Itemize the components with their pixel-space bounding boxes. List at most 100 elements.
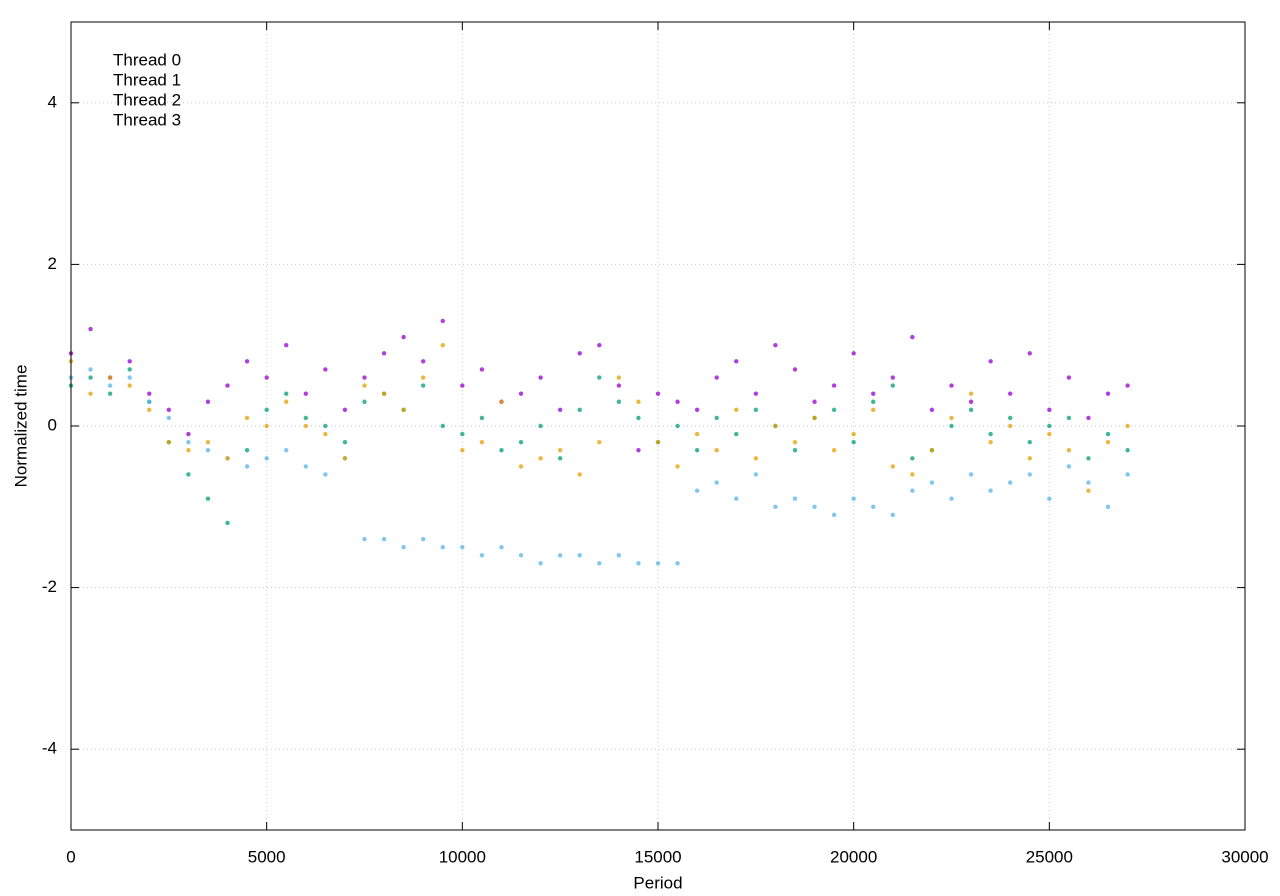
point	[107, 383, 113, 388]
point	[851, 496, 856, 501]
point	[636, 399, 641, 404]
point	[734, 431, 739, 437]
point	[968, 472, 974, 477]
point	[694, 431, 700, 437]
point	[538, 561, 543, 566]
point	[557, 407, 563, 413]
point	[166, 415, 172, 421]
point	[1086, 456, 1091, 461]
point	[499, 399, 504, 404]
point	[1105, 439, 1111, 445]
point	[323, 367, 328, 372]
point	[655, 391, 661, 396]
point	[107, 375, 113, 380]
x-tick-label: 30000	[1221, 847, 1268, 866]
point	[362, 375, 367, 380]
point	[773, 423, 778, 429]
point	[107, 391, 113, 396]
point	[557, 456, 563, 461]
point	[264, 456, 269, 461]
point	[147, 391, 152, 396]
point	[1125, 472, 1130, 477]
point	[949, 423, 954, 429]
point	[577, 472, 582, 477]
point	[773, 504, 778, 509]
point	[1008, 423, 1013, 429]
x-tick-label: 0	[66, 847, 75, 866]
point	[166, 439, 172, 445]
point	[753, 456, 759, 461]
point	[616, 375, 622, 380]
point	[284, 448, 289, 453]
point	[694, 448, 700, 453]
point	[694, 488, 700, 493]
point	[421, 375, 426, 380]
point	[205, 439, 211, 445]
point	[538, 423, 543, 429]
point	[1066, 448, 1072, 453]
point	[851, 351, 856, 356]
point	[949, 496, 954, 501]
point	[577, 351, 582, 356]
legend-label: Thread 1	[113, 70, 181, 89]
point	[949, 415, 954, 421]
point	[831, 407, 837, 413]
point	[186, 431, 191, 437]
series	[68, 343, 1130, 493]
point	[792, 367, 798, 372]
point	[205, 496, 211, 501]
point	[655, 439, 661, 445]
point	[616, 383, 622, 388]
point	[460, 383, 465, 388]
point	[303, 415, 308, 421]
point	[675, 561, 680, 566]
point	[342, 439, 348, 445]
point	[342, 407, 348, 413]
y-tick-label: -4	[42, 739, 57, 758]
point	[831, 383, 837, 388]
point	[577, 553, 582, 558]
point	[518, 464, 524, 469]
point	[244, 359, 250, 364]
point	[577, 407, 582, 413]
point	[910, 334, 915, 340]
point	[636, 415, 641, 421]
point	[381, 536, 387, 542]
point	[225, 520, 230, 526]
point	[284, 391, 289, 396]
point	[812, 415, 817, 421]
point	[479, 415, 485, 421]
point	[421, 383, 426, 388]
point	[1066, 464, 1072, 469]
point	[910, 456, 915, 461]
point	[597, 439, 602, 445]
y-tick-label: 2	[48, 254, 57, 273]
point	[303, 391, 308, 396]
point	[284, 399, 289, 404]
point	[851, 439, 856, 445]
point	[1008, 391, 1013, 396]
point	[421, 359, 426, 364]
point	[890, 464, 895, 469]
point	[401, 545, 406, 550]
point	[753, 391, 759, 396]
point	[381, 391, 387, 396]
point	[264, 423, 269, 429]
point	[127, 383, 132, 388]
point	[303, 464, 308, 469]
point	[597, 375, 602, 380]
point	[1086, 480, 1091, 485]
point	[538, 456, 543, 461]
point	[792, 448, 798, 453]
point	[440, 318, 445, 324]
point	[205, 448, 211, 453]
legend-label: Thread 2	[113, 90, 181, 109]
point	[1047, 423, 1052, 429]
plot-frame	[70, 21, 1246, 831]
point	[460, 431, 465, 437]
point	[147, 399, 152, 404]
point	[342, 456, 348, 461]
point	[479, 367, 485, 372]
point	[616, 553, 622, 558]
point	[323, 431, 328, 437]
